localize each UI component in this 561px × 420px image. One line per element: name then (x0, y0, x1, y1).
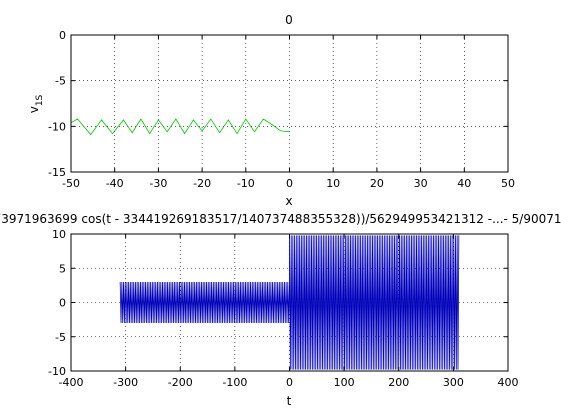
bottom-x-tick-label: 300 (443, 376, 464, 389)
top-x-tick-label: -50 (62, 177, 80, 190)
top-x-label: x (285, 194, 292, 208)
top-grid (71, 35, 508, 172)
top-x-tick-label: -40 (106, 177, 124, 190)
top-x-tick-label: 10 (326, 177, 340, 190)
svg-text:v1S: v1S (27, 94, 45, 113)
top-title: 0 (285, 13, 293, 27)
top-x-tick-label: -30 (149, 177, 167, 190)
bottom-title: 373971963699 cos(t - 334419269183517/140… (0, 212, 561, 226)
bottom-x-label: t (287, 394, 292, 408)
bottom-x-tick-label: -300 (113, 376, 138, 389)
top-series-line (70, 118, 290, 136)
bottom-y-tick-label: 5 (59, 262, 66, 275)
bottom-y-ticks: -10 -5 0 5 10 (48, 228, 508, 378)
bottom-x-tick-label: 400 (498, 376, 519, 389)
top-y-ticks: -15 -10 -5 0 (48, 29, 508, 179)
bottom-series-line (119, 235, 460, 370)
top-y-label-sub: 1S (35, 94, 45, 106)
top-axes: -50 -40 -30 -20 -10 0 10 20 30 40 50 -15-10-50 0 x… (27, 13, 515, 208)
top-x-ticks: -50 -40 -30 -20 -10 0 10 20 30 40 50 (62, 35, 515, 190)
top-x-tick-label: 0 (286, 177, 293, 190)
bottom-x-tick-label: -400 (59, 376, 84, 389)
top-y-tick-label: -10 (48, 120, 66, 133)
top-x-tick-label: 50 (501, 177, 515, 190)
bottom-x-tick-label: 0 (286, 376, 293, 389)
top-x-tick-label: 20 (370, 177, 384, 190)
top-x-tick-label: 30 (414, 177, 428, 190)
top-x-tick-label: 40 (457, 177, 471, 190)
bottom-y-tick-label: -10 (48, 365, 66, 378)
top-y-tick-label: -15 (48, 166, 66, 179)
bottom-y-tick-label: 0 (59, 297, 66, 310)
bottom-x-tick-label: -200 (168, 376, 193, 389)
bottom-y-tick-label: 10 (52, 228, 66, 241)
bottom-series (119, 235, 460, 370)
bottom-axes: -400 -300 -200 -100 0 100 200 300 400 -10-50510 … (0, 212, 561, 408)
top-x-tick-label: -10 (237, 177, 255, 190)
top-y-label: v1S (27, 94, 45, 113)
top-y-label-main: v (27, 106, 41, 113)
bottom-x-tick-label: 200 (388, 376, 409, 389)
top-y-tick-label: -5 (55, 75, 66, 88)
top-y-tick-label: 0 (59, 29, 66, 42)
top-x-tick-label: -20 (193, 177, 211, 190)
bottom-x-tick-label: 100 (334, 376, 355, 389)
bottom-x-tick-label: -100 (222, 376, 247, 389)
top-series (70, 118, 290, 136)
bottom-x-ticks: -400 -300 -200 -100 0 100 200 300 400 (59, 234, 519, 389)
bottom-y-tick-label: -5 (55, 331, 66, 344)
